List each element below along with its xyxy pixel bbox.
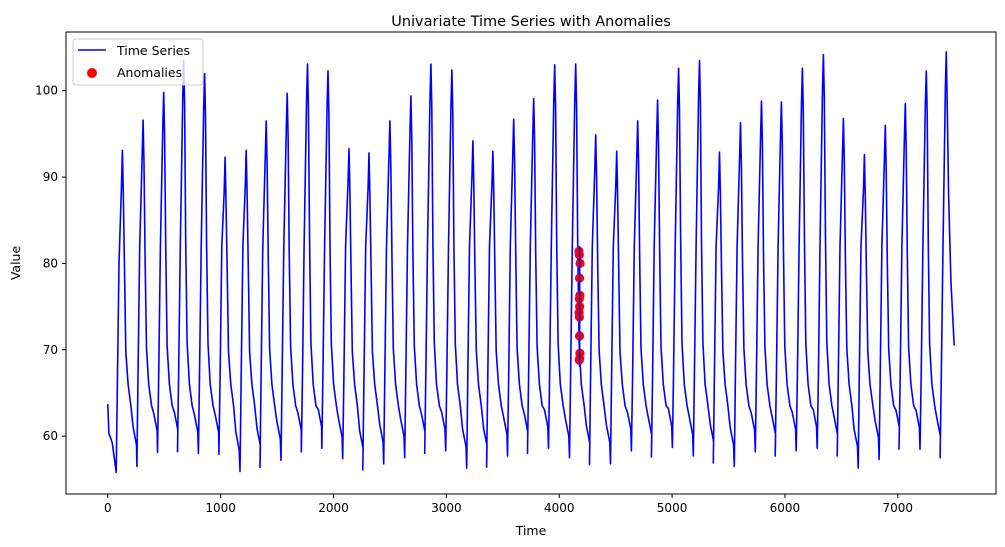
y-tick-label: 60 [43,429,58,443]
legend: Time Series Anomalies [72,38,204,86]
x-tick-label: 6000 [770,501,801,515]
x-tick-label: 0 [104,501,112,515]
legend-dot-swatch [87,68,97,78]
y-axis: 60 70 80 90 100 [35,84,66,443]
x-tick-label: 7000 [883,501,914,515]
legend-label-anomalies: Anomalies [117,65,182,80]
anomaly-points [574,246,585,368]
x-tick-label: 1000 [205,501,236,515]
time-series-line [107,51,955,474]
legend-label-time-series: Time Series [116,43,190,58]
y-tick-label: 70 [43,343,58,357]
chart-title: Univariate Time Series with Anomalies [391,14,671,30]
y-tick-label: 100 [35,84,58,98]
x-tick-label: 3000 [431,501,462,515]
x-axis-label: Time [515,523,547,538]
y-axis-label: Value [8,246,23,281]
y-tick-label: 90 [43,170,58,184]
x-tick-label: 2000 [318,501,349,515]
x-tick-label: 4000 [544,501,575,515]
x-axis: 0 1000 2000 3000 4000 5000 6000 7000 [104,494,913,515]
x-tick-label: 5000 [657,501,688,515]
y-tick-label: 80 [43,256,58,270]
